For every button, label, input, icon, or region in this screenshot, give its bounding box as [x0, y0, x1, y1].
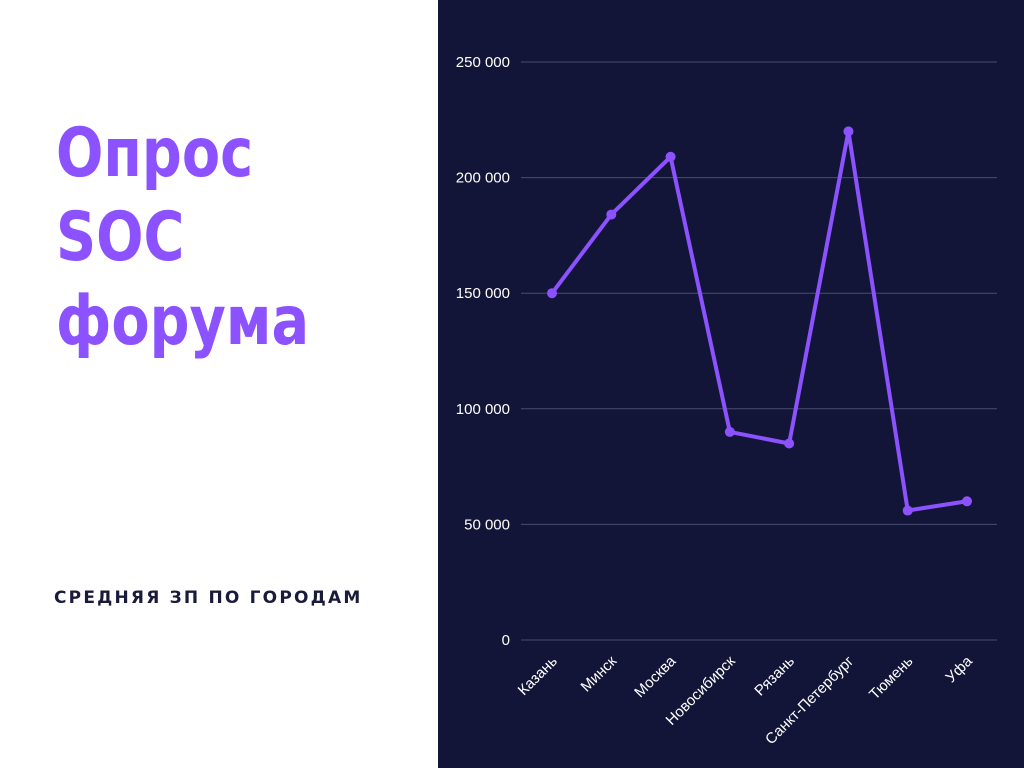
- title-panel: Опрос SOC форума СРЕДНЯЯ ЗП ПО ГОРОДАМ: [0, 0, 438, 768]
- y-tick-label: 50 000: [464, 516, 510, 533]
- x-tick-label: Рязань: [751, 653, 798, 700]
- y-tick-label: 0: [502, 632, 510, 649]
- salary-line-chart: 0 50 000 100 000 150 000 200 000 250 000 Каза…: [456, 54, 997, 748]
- series-line: [550, 129, 969, 513]
- data-point: [784, 438, 795, 449]
- slide-title-line-1: Опрос: [56, 114, 254, 193]
- data-point: [724, 426, 735, 437]
- data-point: [843, 126, 854, 137]
- data-point: [902, 505, 913, 516]
- data-point: [962, 496, 972, 507]
- y-tick-label: 100 000: [456, 401, 510, 418]
- x-tick-label: Тюмень: [866, 653, 917, 704]
- chart-gridlines: [521, 61, 997, 641]
- x-tick-label: Москва: [631, 652, 680, 701]
- chart-series: [547, 126, 972, 516]
- slide-title: Опрос SOC форума: [56, 112, 309, 364]
- data-point: [547, 288, 557, 299]
- data-point: [665, 151, 676, 162]
- x-tick-label: Минск: [578, 653, 621, 696]
- slide-subtitle: СРЕДНЯЯ ЗП ПО ГОРОДАМ: [54, 588, 363, 608]
- x-tick-label: Уфа: [942, 652, 976, 686]
- data-point: [606, 209, 617, 220]
- y-tick-label: 150 000: [456, 285, 510, 302]
- y-tick-label: 250 000: [456, 54, 510, 71]
- slide-title-line-2: SOC: [56, 198, 185, 277]
- chart-panel: 0 50 000 100 000 150 000 200 000 250 000 Каза…: [438, 0, 1024, 768]
- y-tick-label: 200 000: [456, 170, 510, 187]
- slide-title-line-3: форума: [56, 282, 310, 361]
- x-tick-label: Казань: [515, 653, 561, 699]
- y-axis-tick-labels: 0 50 000 100 000 150 000 200 000 250 000: [456, 54, 510, 649]
